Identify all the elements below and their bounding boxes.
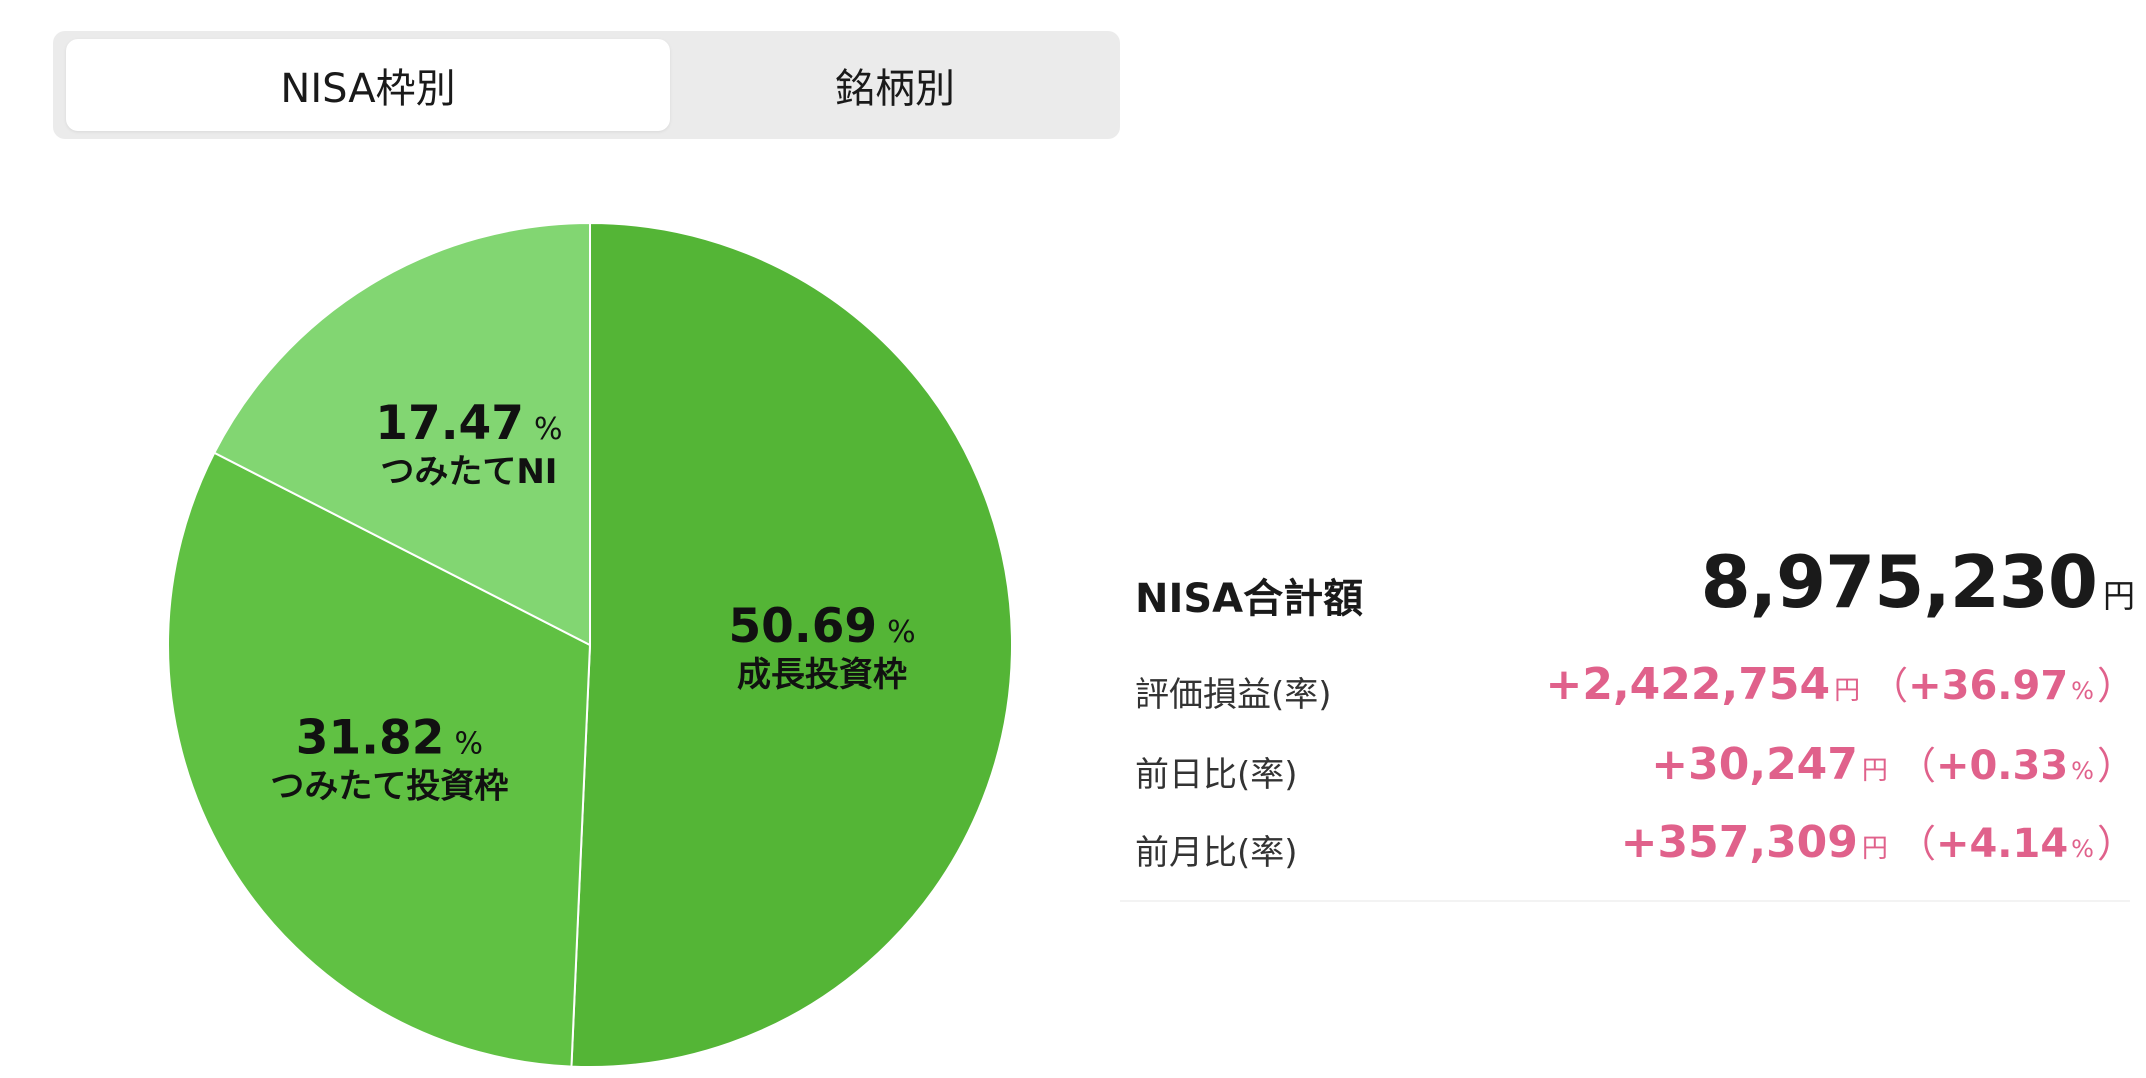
pie-label-tsumitate-ni: 17.47 %つみたてNI [375,396,562,492]
pie-slice-tsumitate-ni[interactable] [212,221,591,647]
tab-nisa-frame[interactable]: NISA枠別 [66,39,670,131]
month-change-amount: +357,309 [1620,817,1858,868]
pie-percent-tsumitate-frame: 31.82% [296,711,483,766]
profit-label: 評価損益(率) [1135,675,1332,715]
total-row: NISA合計額 8,975,230 円 [1135,540,2135,640]
segmented-control: NISA枠別 銘柄別 [53,31,1120,139]
pie-slice-tsumitate-frame[interactable] [167,451,592,1068]
day-change-row: 前日比(率) +30,247 円 （ +0.33 % ） [1135,735,2135,795]
day-change-value: +30,247 円 （ +0.33 % ） [1651,735,2135,790]
pie-label-growth-frame: 50.69 %成長投資枠 [728,599,915,695]
nisa-summary-panel: NISA合計額 8,975,230 円 評価損益(率) +2,422,754 円… [1120,520,2135,902]
month-change-rate: +4.14 [1935,821,2069,867]
day-change-label: 前日比(率) [1135,755,1298,795]
profit-close-paren: ） [2096,664,2135,708]
profit-open-paren: （ [1870,664,1909,708]
day-change-pct: % [2071,757,2094,785]
month-change-open-paren: （ [1897,822,1936,866]
pie-percent-growth-frame: 50.69% [728,599,915,654]
month-change-value: +357,309 円 （ +4.14 % ） [1621,813,2135,868]
profit-yen: 円 [1834,676,1861,706]
tab-by-stock[interactable]: 銘柄別 [835,66,955,112]
day-change-close-paren: ） [2096,744,2135,788]
month-change-yen: 円 [1861,834,1888,864]
profit-rate: +36.97 [1908,663,2069,709]
pie-label-tsumitate-frame: 31.82 %つみたて投資枠 [270,711,508,807]
pie-chart: 50.69% 成長投資枠 31.82% つみたて投資枠 17.47% つみたてNI [160,215,1020,1075]
total-value: 8,975,230 円 [1701,540,2135,624]
day-change-rate: +0.33 [1935,743,2069,789]
month-change-label: 前月比(率) [1135,833,1298,873]
month-change-pct: % [2071,835,2094,863]
total-unit: 円 [2102,577,2135,615]
day-change-amount: +30,247 [1651,739,1858,790]
pie-slice-growth-frame[interactable] [570,221,1013,1068]
day-change-yen: 円 [1861,756,1888,786]
profit-value: +2,422,754 円 （ +36.97 % ） [1545,655,2135,710]
day-change-open-paren: （ [1897,744,1936,788]
month-change-close-paren: ） [2096,822,2135,866]
pie-percent-tsumitate-ni: 17.47% [375,396,562,451]
total-amount: 8,975,230 [1700,540,2098,624]
profit-amount: +2,422,754 [1545,659,1831,710]
month-change-row: 前月比(率) +357,309 円 （ +4.14 % ） [1135,813,2135,873]
profit-row: 評価損益(率) +2,422,754 円 （ +36.97 % ） [1135,655,2135,715]
pie-name-tsumitate-frame: つみたて投資枠 [270,767,508,807]
pie-chart-svg: 50.69 %成長投資枠 31.82 %つみたて投資枠 17.47 %つみたてNI [167,221,1013,1068]
pie-name-tsumitate-ni: つみたてNI [380,452,557,492]
total-label: NISA合計額 [1135,576,1364,622]
pie-name-growth-frame: 成長投資枠 [737,655,907,695]
profit-pct: % [2071,677,2094,705]
